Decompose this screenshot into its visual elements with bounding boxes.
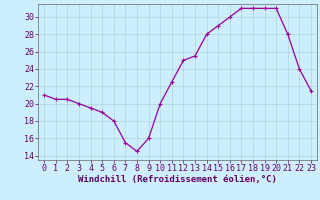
X-axis label: Windchill (Refroidissement éolien,°C): Windchill (Refroidissement éolien,°C) <box>78 175 277 184</box>
